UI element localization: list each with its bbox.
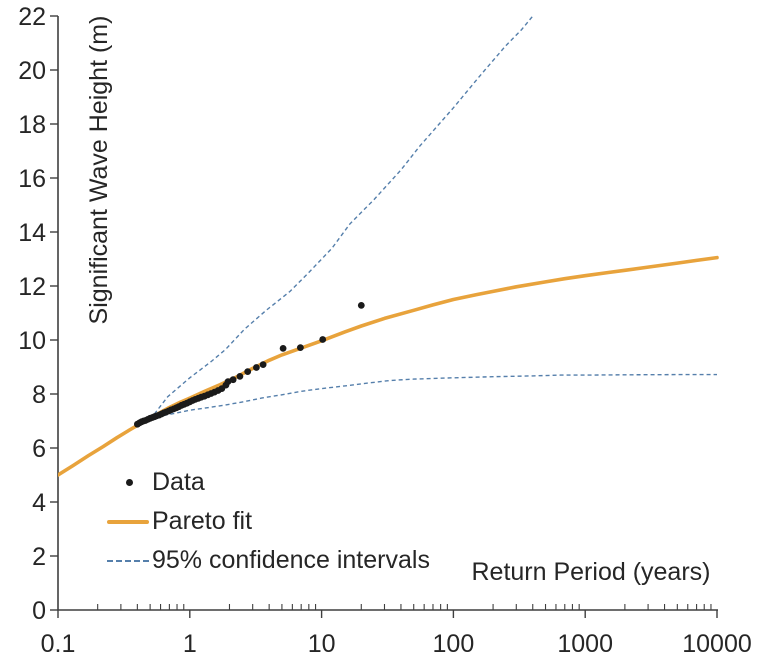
solid-line-icon — [107, 519, 149, 524]
x-tick-label: 1000 — [557, 630, 613, 658]
y-tick-label: 8 — [32, 381, 46, 409]
y-tick-label: 20 — [18, 57, 46, 85]
legend-item-data: Data — [106, 463, 430, 502]
confidence-interval-curve — [149, 373, 717, 421]
y-tick-label: 12 — [18, 273, 46, 301]
y-axis-title: Significant Wave Height (m) — [85, 16, 113, 325]
dashed-line-icon — [107, 559, 149, 562]
data-point — [244, 368, 252, 375]
legend-label-pareto-fit: Pareto fit — [152, 507, 253, 535]
data-point — [236, 373, 244, 380]
ci-marker-cell — [106, 559, 152, 562]
data-point — [224, 378, 232, 385]
data-point — [279, 345, 287, 352]
y-tick-label: 0 — [32, 597, 46, 625]
data-marker-cell — [106, 479, 152, 486]
confidence-interval-curve — [149, 15, 535, 421]
y-tick-label: 2 — [32, 543, 46, 571]
data-point — [319, 336, 327, 343]
legend-label-confidence-intervals: 95% confidence intervals — [152, 546, 430, 574]
y-tick-label: 10 — [18, 327, 46, 355]
legend-item-pareto-fit: Pareto fit — [106, 502, 430, 541]
legend-item-confidence-intervals: 95% confidence intervals — [106, 541, 430, 580]
x-tick-label: 10 — [308, 630, 336, 658]
x-tick-label: 0.1 — [41, 630, 76, 658]
y-tick-label: 4 — [32, 489, 46, 517]
x-tick-label: 10000 — [682, 630, 752, 658]
data-point — [229, 376, 237, 384]
chart-legend: Data Pareto fit 95% confidence intervals — [106, 463, 430, 580]
y-tick-label: 6 — [32, 435, 46, 463]
y-tick-label: 18 — [18, 111, 46, 139]
x-tick-label: 1 — [183, 630, 197, 658]
data-point — [259, 361, 267, 368]
x-tick-label: 100 — [433, 630, 475, 658]
pareto-fit-curve — [58, 255, 719, 477]
data-point — [357, 302, 365, 309]
dot-icon — [126, 479, 133, 486]
legend-label-data: Data — [152, 468, 205, 496]
pareto-marker-cell — [106, 519, 152, 524]
x-axis-title: Return Period (years) — [472, 558, 711, 586]
y-tick-label: 22 — [18, 3, 46, 31]
data-point — [297, 344, 304, 351]
y-tick-label: 14 — [18, 219, 46, 247]
data-point — [253, 364, 260, 371]
y-tick-label: 16 — [18, 165, 46, 193]
